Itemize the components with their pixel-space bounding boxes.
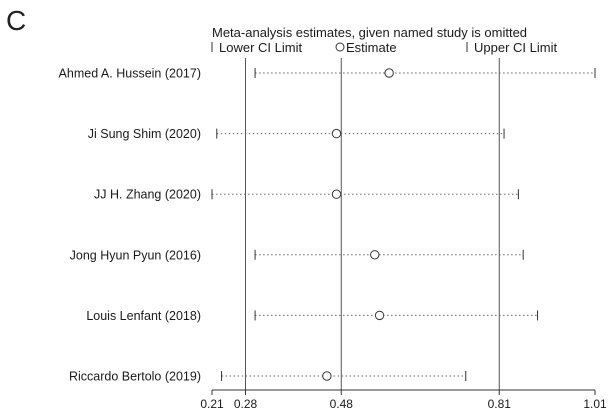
chart-title: Meta-analysis estimates, given named stu… (212, 25, 527, 40)
study-label-0: Ahmed A. Hussein (2017) (59, 67, 201, 81)
study-label-3: Jong Hyun Pyun (2016) (70, 248, 201, 262)
lower-ci-legend-label: Lower CI Limit (219, 40, 302, 55)
study-label-1: Ji Sung Shim (2020) (88, 127, 201, 141)
estimate-legend-marker (335, 42, 345, 52)
upper-ci-legend-label: Upper CI Limit (474, 40, 557, 55)
x-tick-label-2: 0.48 (330, 397, 354, 410)
x-tick-label-4: 1.01 (583, 397, 607, 410)
estimate-point-4 (374, 310, 385, 321)
study-label-2: JJ H. Zhang (2020) (94, 188, 201, 202)
x-tick-label-0: 0.21 (200, 397, 224, 410)
panel-letter: C (6, 5, 26, 36)
estimate-point-2 (331, 189, 342, 199)
estimate-point-0 (384, 68, 394, 78)
estimate-point-3 (370, 250, 380, 260)
study-label-4: Louis Lenfant (2018) (86, 309, 201, 323)
estimate-legend-label: Estimate (346, 40, 397, 55)
estimate-point-5 (322, 371, 332, 381)
x-tick-label-3: 0.81 (488, 397, 512, 410)
estimate-point-1 (331, 128, 342, 139)
plot-area: 0.21 0.28 0.48 0.81 1.01 Ahmed A. Hussein (20… (59, 58, 607, 411)
legend: Lower CI Limit Estimate Upper CI Limit (211, 40, 557, 55)
x-tick-label-1: 0.28 (234, 397, 258, 410)
study-label-5: Riccardo Bertolo (2019) (69, 370, 201, 384)
